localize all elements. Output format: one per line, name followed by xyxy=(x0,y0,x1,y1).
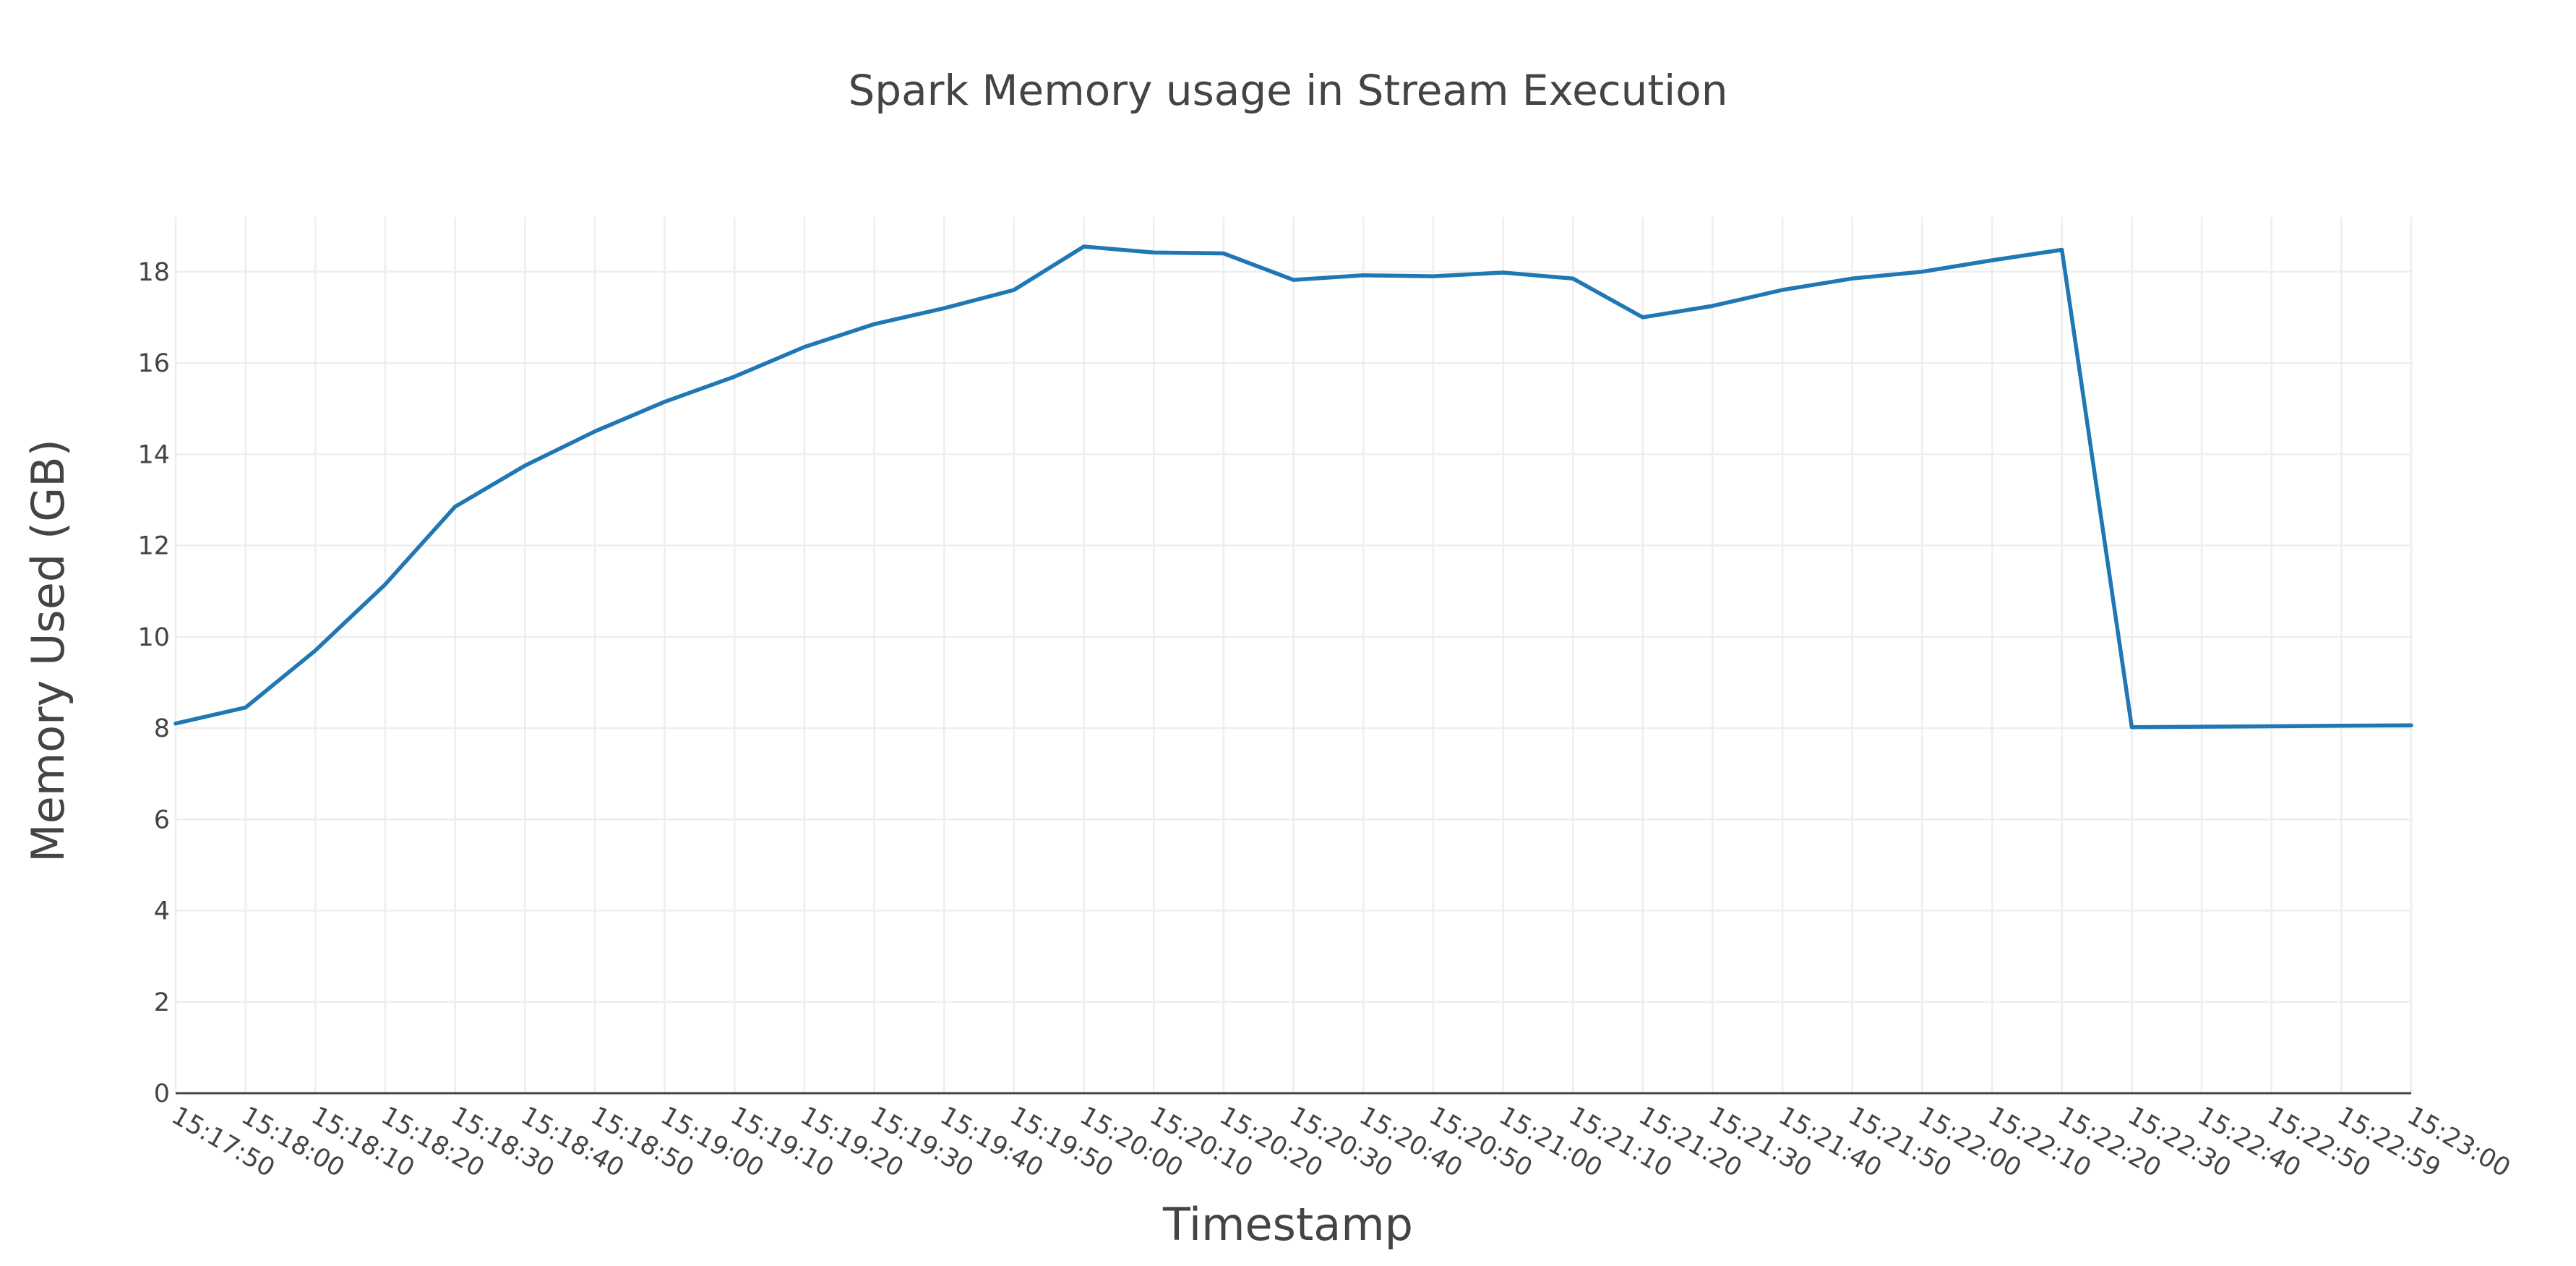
y-tick-label: 14 xyxy=(137,440,170,469)
y-tick-label: 8 xyxy=(154,714,170,743)
y-tick-label: 4 xyxy=(154,897,170,926)
y-tick-label: 16 xyxy=(137,349,170,378)
y-tick-label: 2 xyxy=(154,988,170,1017)
y-axis-title: Memory Used (GB) xyxy=(22,439,74,863)
y-tick-label: 12 xyxy=(137,532,170,561)
chart-title: Spark Memory usage in Stream Execution xyxy=(848,66,1727,115)
y-tick-label: 6 xyxy=(154,805,170,834)
y-tick-labels: 0 2 4 6 8 10 12 14 16 18 xyxy=(137,258,170,1108)
y-tick-label: 18 xyxy=(137,258,170,287)
y-tick-label: 10 xyxy=(137,623,170,652)
y-tick-label: 0 xyxy=(154,1079,170,1108)
x-axis-title: Timestamp xyxy=(1162,1198,1413,1251)
x-tick-labels: 15:17:5015:18:0015:18:1015:18:2015:18:30… xyxy=(167,1101,2515,1183)
